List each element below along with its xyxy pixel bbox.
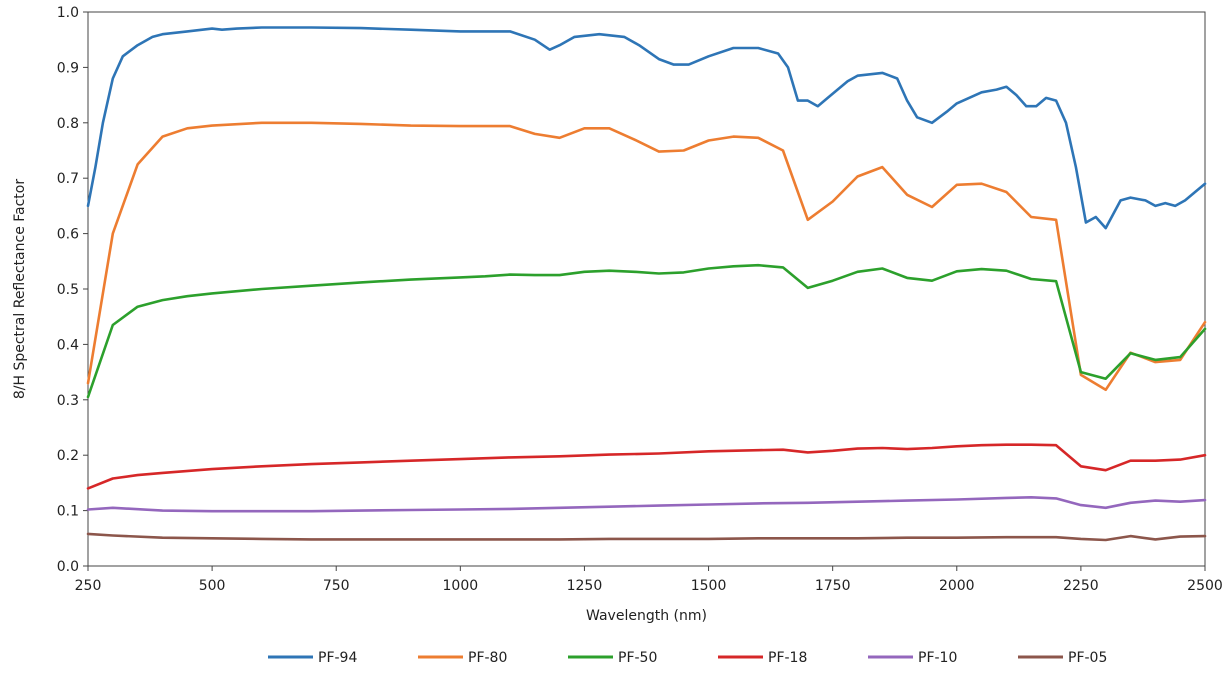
series-line-pf-80 — [86, 121, 1207, 392]
y-axis-title: 8/H Spectral Reflectance Factor — [12, 179, 28, 399]
x-tick-label: 2250 — [1063, 578, 1099, 594]
x-tick-label: 250 — [75, 578, 102, 594]
y-tick-label: 0.3 — [57, 393, 79, 409]
y-tick-label: 0.7 — [57, 171, 79, 187]
y-tick-label: 0.0 — [57, 559, 79, 575]
y-tick-label: 1.0 — [57, 5, 79, 21]
legend-label: PF-05 — [1068, 650, 1107, 666]
y-tick-label: 0.6 — [57, 227, 79, 243]
legend-label: PF-50 — [618, 650, 657, 666]
series-line-pf-10 — [86, 495, 1207, 513]
x-tick-label: 2000 — [939, 578, 975, 594]
y-tick-label: 0.5 — [57, 282, 79, 298]
x-tick-label: 750 — [323, 578, 350, 594]
legend-label: PF-94 — [318, 650, 357, 666]
series-line-pf-18 — [86, 443, 1207, 490]
x-tick-label: 2500 — [1187, 578, 1222, 594]
y-tick-label: 0.1 — [57, 504, 79, 520]
x-tick-label: 1000 — [443, 578, 479, 594]
series-line-pf-05 — [86, 532, 1207, 542]
x-tick-label: 1250 — [567, 578, 603, 594]
legend-label: PF-18 — [768, 650, 807, 666]
y-tick-label: 0.9 — [57, 60, 79, 76]
series-line-pf-94 — [86, 26, 1207, 230]
legend-label: PF-10 — [918, 650, 957, 666]
x-tick-label: 500 — [199, 578, 226, 594]
series-line-pf-50 — [86, 263, 1207, 399]
x-tick-label: 1500 — [691, 578, 727, 594]
y-tick-label: 0.8 — [57, 116, 79, 132]
legend: PF-94 PF-80 PF-50 PF-18 PF-10 PF-05 — [268, 650, 1107, 666]
y-tick-label: 0.2 — [57, 448, 79, 464]
series-layer — [86, 26, 1207, 542]
x-axis: 250 500 750 1000 1250 1500 1750 2000 2250 2500 — [75, 566, 1222, 594]
y-axis: 0.0 0.1 0.2 0.3 0.4 0.5 0.6 0.7 0.8 0.9 1.0 — [57, 5, 88, 575]
y-tick-label: 0.4 — [57, 337, 79, 353]
x-tick-label: 1750 — [815, 578, 851, 594]
legend-label: PF-80 — [468, 650, 507, 666]
x-axis-title: Wavelength (nm) — [586, 608, 707, 624]
